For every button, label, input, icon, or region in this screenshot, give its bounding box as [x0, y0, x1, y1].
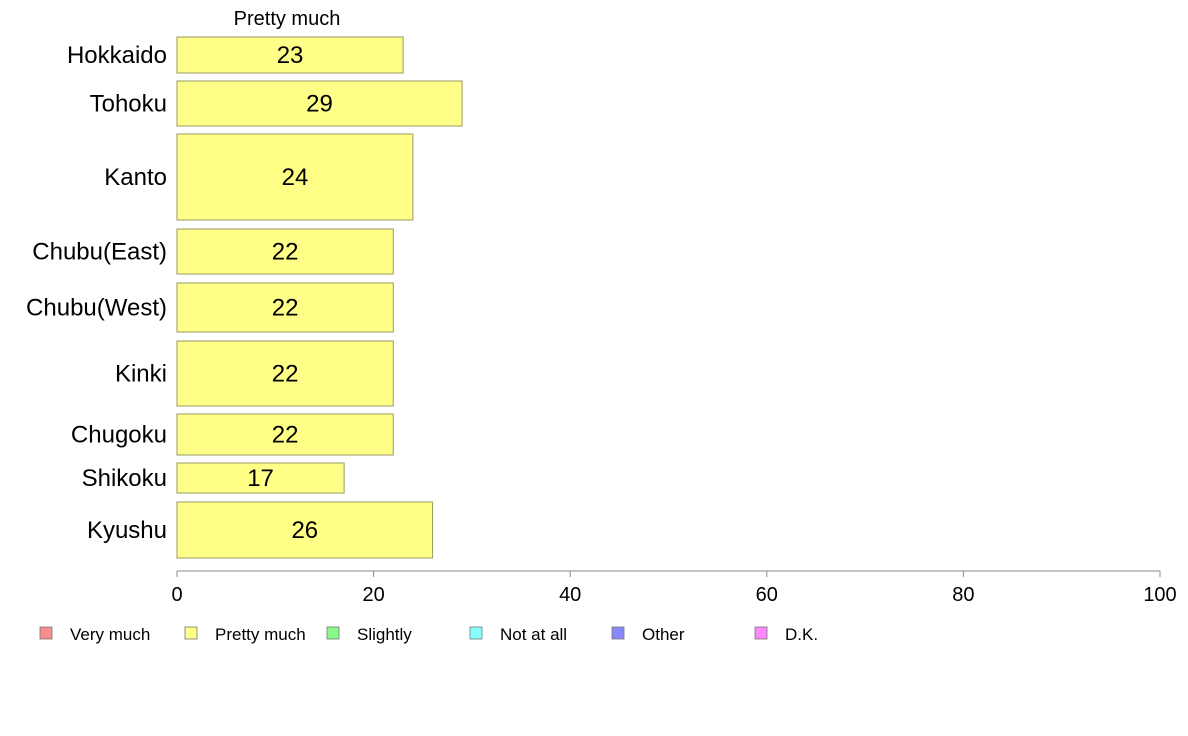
x-tick-label: 0: [171, 584, 182, 606]
bar-value-label: 26: [291, 517, 318, 544]
category-label: Chugoku: [71, 422, 167, 449]
bar: [176, 282, 394, 333]
legend-label: D.K.: [785, 625, 818, 644]
bar-value-label: 22: [272, 361, 299, 388]
bar-value-label: 22: [272, 295, 299, 322]
x-axis: 0 20 40 60 80 100: [171, 570, 1177, 606]
bar: [176, 413, 394, 456]
x-tick-label: 80: [952, 584, 974, 606]
bar: [176, 228, 394, 275]
bar: [176, 501, 434, 559]
category-label: Shikoku: [82, 465, 167, 492]
bar-group: Hokkaido 23 Tohoku 29 Kanto 24 Chubu(East) 22 Ch…: [26, 36, 463, 559]
x-tick-label: 40: [559, 584, 581, 606]
legend-label: Not at all: [500, 625, 567, 644]
chart-title: Pretty much: [234, 8, 341, 30]
x-tick-label: 60: [756, 584, 778, 606]
legend-swatch: [611, 626, 625, 640]
legend-swatch: [326, 626, 340, 640]
bar-value-label: 17: [247, 465, 274, 492]
legend-swatch: [39, 626, 53, 640]
x-tick-label: 20: [362, 584, 384, 606]
bar-value-label: 29: [306, 91, 333, 118]
legend-swatch: [184, 626, 198, 640]
legend-swatch: [754, 626, 768, 640]
category-label: Tohoku: [90, 91, 167, 118]
legend: Very much Pretty much Slightly Not at all Ot…: [39, 625, 818, 644]
legend-label: Slightly: [357, 625, 412, 644]
bar: [176, 340, 394, 407]
category-label: Chubu(West): [26, 295, 167, 322]
legend-label: Pretty much: [215, 625, 306, 644]
bar-value-label: 22: [272, 422, 299, 449]
x-tick-label: 100: [1143, 584, 1176, 606]
bar-value-label: 23: [277, 42, 304, 69]
bar: [176, 133, 414, 221]
bar: [176, 80, 463, 127]
category-label: Kanto: [104, 164, 167, 191]
bar-value-label: 22: [272, 239, 299, 266]
bar: [176, 462, 345, 494]
category-label: Kinki: [115, 361, 167, 388]
bar-value-label: 24: [282, 164, 309, 191]
category-label: Kyushu: [87, 517, 167, 544]
bar: [176, 36, 404, 74]
legend-label: Other: [642, 625, 685, 644]
category-label: Hokkaido: [67, 42, 167, 69]
category-label: Chubu(East): [32, 239, 167, 266]
legend-label: Very much: [70, 625, 150, 644]
legend-swatch: [469, 626, 483, 640]
